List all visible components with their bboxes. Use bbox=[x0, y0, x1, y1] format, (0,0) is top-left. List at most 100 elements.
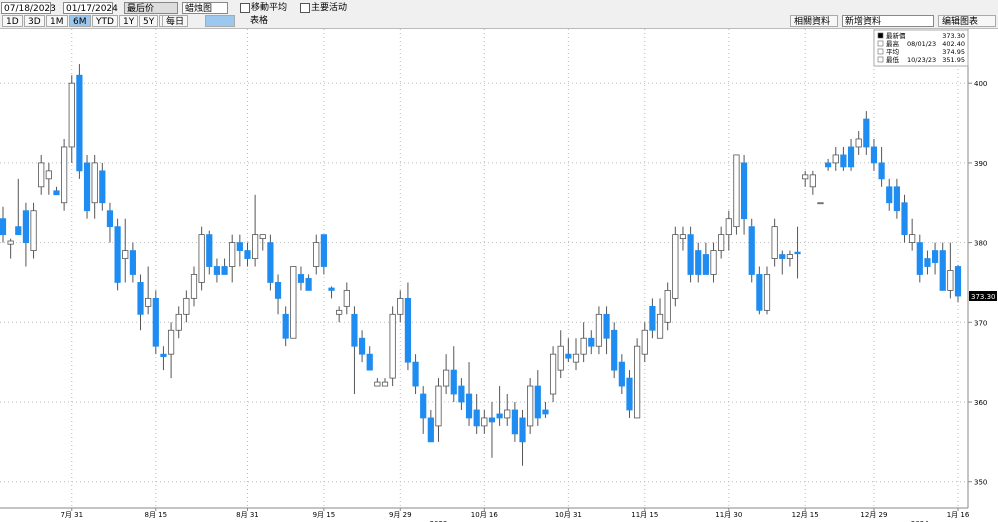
start-date[interactable]: 07/18/2023 bbox=[1, 2, 56, 14]
candle-body bbox=[206, 234, 213, 267]
candle-body bbox=[274, 282, 282, 299]
info-label: 最高 bbox=[886, 39, 900, 48]
candle-body bbox=[947, 270, 954, 291]
chart-style[interactable]: 蜡烛图 bbox=[182, 2, 228, 14]
x-tick-label: 8月 15 bbox=[145, 511, 168, 519]
candle-body bbox=[511, 409, 518, 435]
candle-body bbox=[320, 234, 327, 267]
candle-body bbox=[7, 240, 14, 245]
candle-body bbox=[190, 274, 198, 299]
candle-body bbox=[389, 313, 396, 379]
candle-body bbox=[557, 345, 564, 371]
candle-body bbox=[336, 309, 343, 315]
candle-body bbox=[160, 353, 167, 357]
candle-body bbox=[183, 297, 190, 315]
candle-body bbox=[588, 337, 595, 347]
info-date: 10/23/23 bbox=[907, 56, 936, 64]
candle-body bbox=[649, 305, 656, 331]
candle-body bbox=[358, 337, 366, 355]
candle-body bbox=[855, 138, 862, 148]
info-icon bbox=[877, 48, 884, 55]
candle-body bbox=[99, 170, 106, 204]
info-icon bbox=[877, 40, 884, 47]
candle-body bbox=[672, 234, 679, 299]
candle-body bbox=[91, 162, 98, 204]
related-data[interactable]: 相關資料 bbox=[790, 15, 838, 27]
key-events[interactable]: 主要活动 bbox=[311, 3, 348, 13]
candle-body bbox=[374, 381, 381, 387]
moving-average[interactable]: 移動平均 bbox=[251, 3, 288, 13]
candle-body bbox=[61, 146, 68, 204]
price-field[interactable]: 最后价 bbox=[124, 2, 178, 14]
range-button[interactable]: 1M bbox=[46, 15, 68, 27]
candle-body bbox=[129, 250, 136, 275]
candle-body bbox=[328, 287, 335, 291]
candle-body bbox=[687, 234, 694, 275]
edit-chart[interactable]: 编辑图表 bbox=[938, 15, 996, 27]
candle-body bbox=[267, 242, 274, 283]
toolbar: 07/18/2023 01/17/2024 最后价 蜡烛图 移動平均 主要活动 … bbox=[0, 0, 998, 29]
candle-body bbox=[53, 190, 60, 196]
candle-body bbox=[832, 154, 839, 164]
candle-body bbox=[381, 381, 389, 387]
x-tick-label: 11月 15 bbox=[631, 511, 658, 519]
end-date[interactable]: 01/17/2024 bbox=[63, 2, 118, 14]
candle-body bbox=[290, 266, 297, 339]
candle-body bbox=[450, 369, 457, 395]
swatch[interactable] bbox=[205, 15, 235, 27]
x-tick-label: 10月 31 bbox=[555, 511, 582, 519]
candle-body bbox=[473, 409, 480, 427]
candle-body bbox=[252, 234, 259, 259]
candle-body bbox=[695, 250, 702, 275]
x-tick-label: 9月 29 bbox=[389, 511, 412, 519]
candle-body bbox=[863, 118, 870, 148]
candle-body bbox=[641, 329, 648, 355]
table-button[interactable]: 表格 bbox=[250, 16, 269, 26]
candle-body bbox=[549, 353, 557, 395]
x-tick-label: 1月 16 bbox=[947, 511, 970, 519]
candle-body bbox=[145, 297, 152, 307]
candle-body bbox=[420, 393, 427, 419]
candle-body bbox=[458, 385, 465, 403]
candle-body bbox=[916, 242, 923, 275]
candle-body bbox=[756, 274, 763, 311]
range-button[interactable]: 5Y bbox=[139, 15, 159, 27]
range-button[interactable]: YTD bbox=[92, 15, 118, 27]
candle-body bbox=[0, 218, 7, 236]
candle-body bbox=[305, 278, 312, 291]
candle-body bbox=[137, 282, 144, 315]
info-box: 最新價 373.30 最高 08/01/23 402.40 平均 374.95 最低 10/23… bbox=[873, 29, 969, 67]
candle-body bbox=[786, 254, 794, 259]
candle-body bbox=[465, 393, 473, 419]
candle-body bbox=[664, 290, 671, 323]
candle-body bbox=[366, 353, 373, 371]
candle-body bbox=[45, 170, 52, 180]
info-label: 平均 bbox=[886, 47, 900, 56]
candle-body bbox=[83, 162, 91, 212]
candle-body bbox=[534, 385, 541, 419]
candle-body bbox=[886, 186, 893, 204]
x-tick-label: 10月 16 bbox=[471, 511, 499, 519]
add-data[interactable]: 新增資料 bbox=[842, 15, 934, 27]
x-tick-label: 11月 30 bbox=[715, 511, 742, 519]
frequency[interactable]: 每日 bbox=[162, 15, 189, 27]
candle-body bbox=[893, 186, 900, 212]
info-date: 08/01/23 bbox=[907, 40, 936, 48]
info-value: 402.40 bbox=[942, 40, 965, 48]
candle-body bbox=[909, 234, 916, 243]
candle-body bbox=[527, 385, 534, 427]
range-button[interactable]: 1D bbox=[2, 15, 23, 27]
candle-body bbox=[236, 242, 243, 251]
checkbox[interactable] bbox=[240, 3, 250, 13]
checkbox[interactable] bbox=[300, 3, 310, 13]
y-tick-label: 380 bbox=[974, 240, 987, 248]
range-button[interactable]: 1Y bbox=[119, 15, 139, 27]
range-button[interactable]: 6M bbox=[69, 15, 91, 27]
candle-body bbox=[572, 353, 580, 363]
candle-body bbox=[618, 361, 625, 387]
candle-body bbox=[802, 174, 809, 180]
info-box-frame bbox=[873, 29, 969, 67]
range-button[interactable]: 3D bbox=[24, 15, 45, 27]
